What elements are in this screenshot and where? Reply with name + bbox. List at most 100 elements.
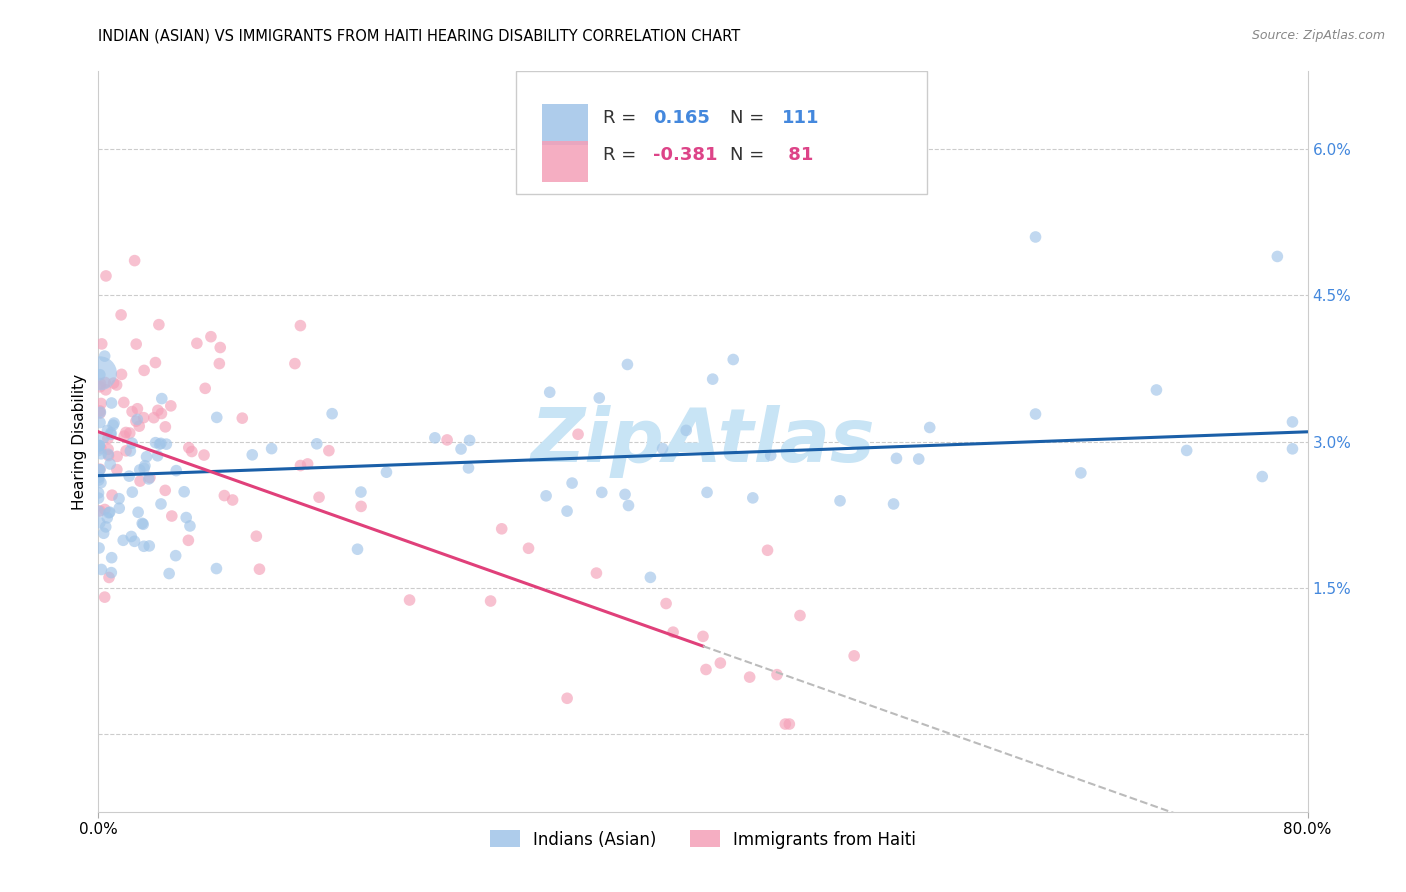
Point [651,442,673,456]
Point [146,449,169,463]
Point [128,419,150,434]
Point [538,385,561,400]
Point [97,432,120,446]
Point [297,457,319,471]
Point [491,522,513,536]
Point [318,443,340,458]
Point [180,444,202,458]
Point [90,447,112,461]
Point [308,490,330,504]
Point [89,404,111,418]
Point [695,663,717,677]
Text: INDIAN (ASIAN) VS IMMIGRANTS FROM HAITI HEARING DISABILITY CORRELATION CHART: INDIAN (ASIAN) VS IMMIGRANTS FROM HAITI … [98,29,741,44]
Point [221,493,243,508]
Point [614,487,637,501]
Point [142,410,165,425]
Point [87,486,110,500]
Point [87,491,110,505]
Point [155,437,177,451]
Point [127,401,149,416]
Point [87,439,110,453]
Text: N =: N = [730,109,769,127]
Point [93,431,115,445]
Point [517,541,540,556]
Point [640,570,662,584]
Point [105,378,128,392]
Point [87,473,110,487]
Point [103,376,125,390]
Bar [543,104,588,145]
Point [398,593,420,607]
Point [93,349,115,363]
Point [883,497,905,511]
Point [177,533,200,548]
Point [1251,469,1274,483]
Point [93,590,115,604]
Point [616,161,638,176]
Point [120,444,142,458]
Point [110,368,132,382]
Point [1144,383,1167,397]
Point [305,437,328,451]
Point [200,329,222,343]
Point [97,506,120,520]
Point [148,318,170,332]
Point [145,435,167,450]
Point [1024,230,1046,244]
Point [155,483,177,498]
Point [100,396,122,410]
Point [534,489,557,503]
Point [87,443,110,458]
Point [759,449,782,463]
Point [97,449,120,463]
Point [741,491,763,505]
Point [100,566,122,580]
Point [89,406,111,420]
Point [98,457,121,471]
Point [555,691,578,706]
Point [146,403,169,417]
Point [124,253,146,268]
Bar [543,141,588,182]
Point [120,529,142,543]
Point [110,308,132,322]
Point [561,476,583,491]
Point [89,376,111,391]
Point [132,461,155,475]
Point [98,570,121,584]
Point [591,485,613,500]
Text: R =: R = [603,109,641,127]
Point [127,412,149,426]
Point [121,436,143,450]
Point [723,352,745,367]
Point [138,539,160,553]
Point [662,625,685,640]
Point [135,450,157,464]
Point [907,452,929,467]
Point [134,458,156,473]
Point [121,404,143,418]
Point [125,414,148,428]
Point [87,470,110,484]
Point [90,337,112,351]
Point [89,367,111,381]
Point [89,462,111,476]
Point [165,464,187,478]
Point [125,337,148,351]
Point [778,717,800,731]
Point [145,355,167,369]
Point [132,410,155,425]
Point [89,438,111,452]
Point [97,447,120,461]
Point [205,561,228,575]
Point [766,667,789,681]
Text: 0.165: 0.165 [654,109,710,127]
Point [775,717,797,731]
Point [567,427,589,442]
Point [696,485,718,500]
Point [94,520,117,534]
Point [121,485,143,500]
Point [738,670,761,684]
Point [89,439,111,453]
Point [692,629,714,643]
